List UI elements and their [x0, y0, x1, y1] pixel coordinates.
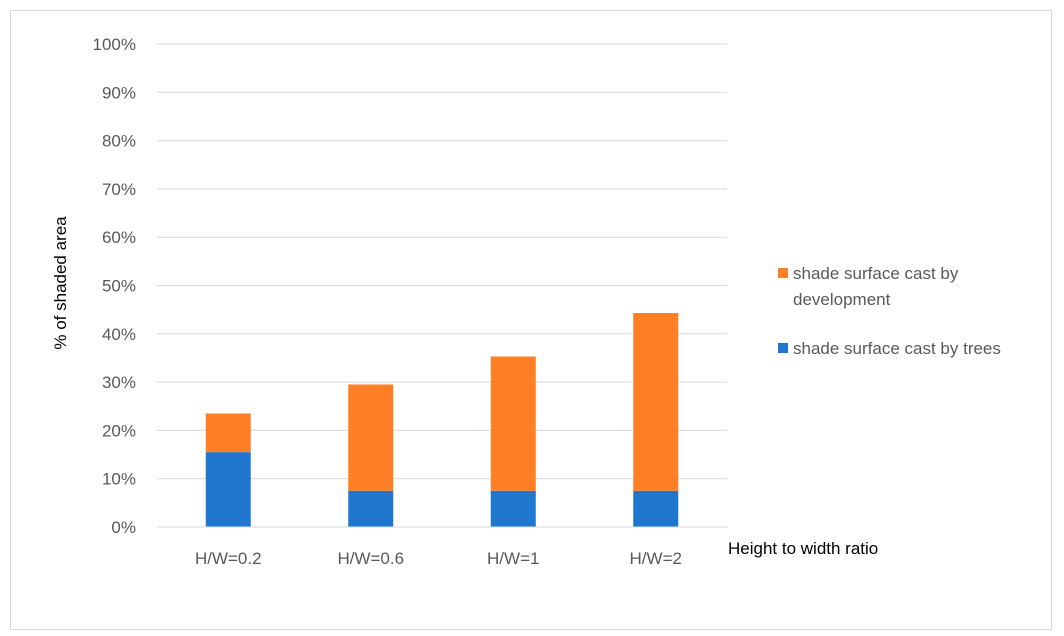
bar-segment-trees: [205, 452, 251, 527]
legend-label-trees: shade surface cast by trees: [793, 339, 1001, 358]
x-axis-tick-labels: H/W=0.2 H/W=0.6 H/W=1 H/W=2: [195, 549, 682, 568]
bar-segment-trees: [490, 490, 536, 527]
bar-segment-trees: [348, 490, 394, 527]
y-tick-label: 60%: [102, 228, 136, 247]
y-tick-label: 100%: [93, 35, 136, 54]
legend-label-development-line1: shade surface cast by: [793, 264, 959, 283]
y-axis-title: % of shaded area: [51, 216, 70, 350]
y-tick-label: 10%: [102, 470, 136, 489]
x-tick-label: H/W=2: [630, 549, 682, 568]
x-tick-label: H/W=1: [487, 549, 539, 568]
legend: shade surface cast by development shade …: [778, 264, 1001, 358]
bar-segment-development: [490, 356, 536, 491]
y-tick-label: 40%: [102, 325, 136, 344]
bar-segment-development: [205, 413, 251, 453]
y-tick-label: 30%: [102, 373, 136, 392]
y-tick-label: 80%: [102, 132, 136, 151]
legend-swatch-development: [778, 268, 788, 278]
x-tick-label: H/W=0.6: [337, 549, 404, 568]
y-tick-label: 20%: [102, 421, 136, 440]
x-tick-label: H/W=0.2: [195, 549, 262, 568]
y-tick-label: 70%: [102, 180, 136, 199]
x-axis-title: Height to width ratio: [728, 539, 878, 558]
y-tick-label: 90%: [102, 83, 136, 102]
gridlines: [157, 43, 727, 480]
bar-segment-development: [348, 384, 394, 491]
legend-label-development: shade surface cast by development: [793, 264, 963, 309]
bars: [205, 313, 679, 527]
bar-segment-development: [633, 313, 679, 491]
y-tick-label: 0%: [111, 518, 136, 537]
bar-segment-trees: [633, 490, 679, 527]
y-tick-label: 50%: [102, 277, 136, 296]
legend-swatch-trees: [778, 343, 788, 353]
legend-label-development-line2: development: [793, 290, 891, 309]
y-axis-tick-labels: 0% 10% 20% 30% 40% 50% 60% 70% 80% 90% 100%: [93, 35, 136, 537]
